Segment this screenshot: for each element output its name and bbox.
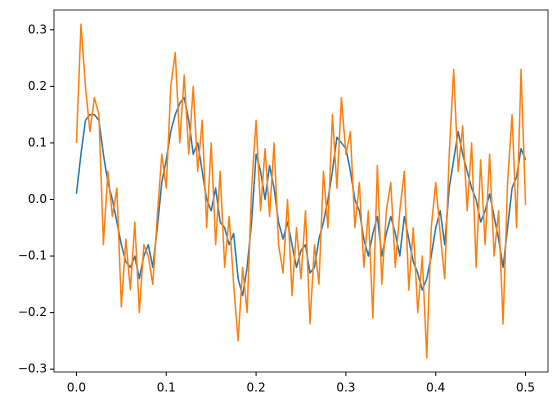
plot-frame (53, 9, 549, 373)
y-tick-label: −0.2 (18, 305, 47, 319)
x-tick-label: 0.1 (157, 381, 176, 395)
x-tick-label: 0.0 (67, 381, 86, 395)
y-tick-label: −0.3 (18, 362, 47, 376)
y-tick-label: 0.2 (28, 79, 47, 93)
y-tick-label: 0.3 (28, 22, 47, 36)
x-tick-label: 0.5 (516, 381, 535, 395)
series-line (75, 96, 527, 297)
y-tick-label: −0.1 (18, 249, 47, 263)
x-tick-label: 0.2 (247, 381, 266, 395)
x-tick-label: 0.4 (426, 381, 445, 395)
series-line (75, 23, 527, 359)
y-tick-label: 0.1 (28, 135, 47, 149)
x-tick-label: 0.3 (336, 381, 355, 395)
y-tick-label: 0.0 (28, 192, 47, 206)
